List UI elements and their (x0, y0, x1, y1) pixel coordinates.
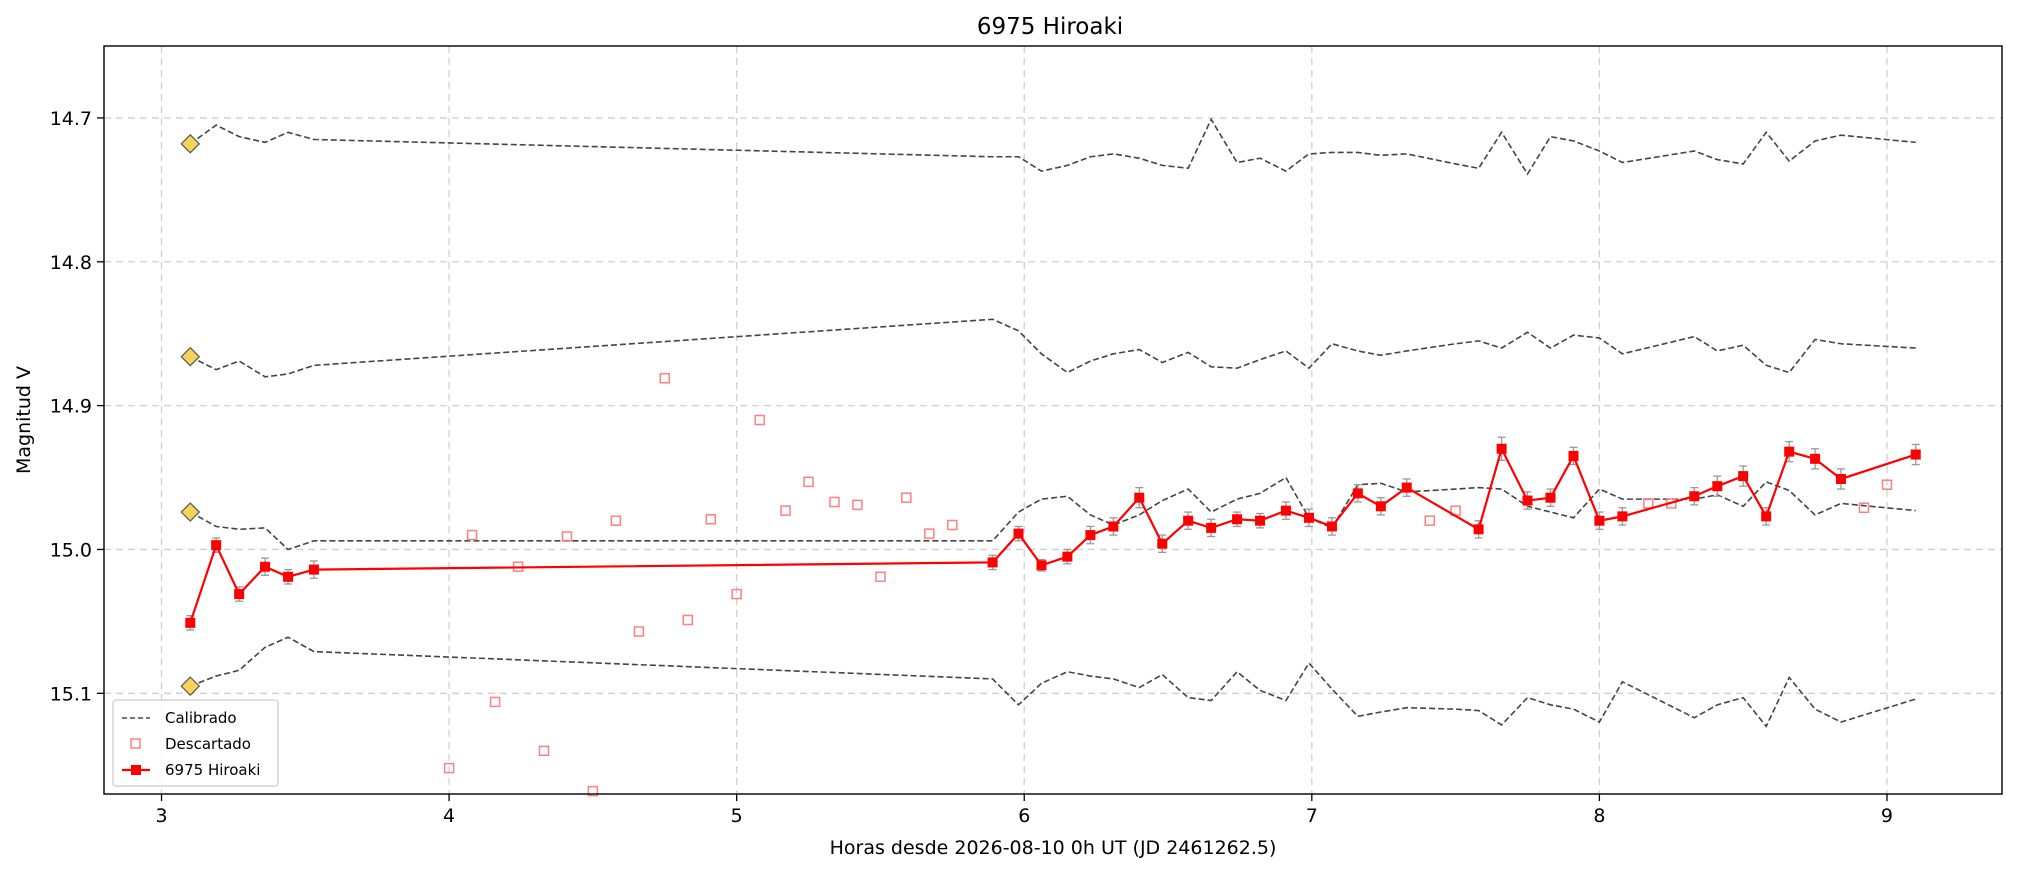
calibrado-diamond-marker (180, 676, 201, 696)
target-point (1326, 521, 1337, 532)
descartado-point (682, 614, 694, 626)
descartado-point (852, 499, 863, 511)
calibrado-line (189, 117, 1916, 176)
descartado-point (901, 492, 912, 503)
grid (104, 46, 2002, 794)
descartado-point (924, 528, 935, 539)
target-point (1401, 482, 1412, 493)
target-point (185, 617, 196, 628)
x-tick-label: 6 (1018, 805, 1030, 827)
descartado-point (947, 519, 958, 531)
target-point (1522, 495, 1533, 506)
target-point (1910, 449, 1921, 460)
chart-title: 6975 Hiroaki (977, 14, 1123, 40)
calibrado-diamond-marker (180, 346, 201, 367)
descartado-point (489, 696, 501, 708)
target-point (308, 564, 319, 575)
target-point (211, 540, 222, 551)
x-tick-label: 3 (155, 805, 167, 827)
legend-target-label: 6975 Hiroaki (165, 761, 260, 779)
descartado-point (466, 529, 478, 541)
calibrado-diamond-marker (180, 133, 201, 154)
y-tick-label: 14.7 (50, 108, 92, 130)
legend-box (112, 699, 279, 787)
plot-series (180, 117, 1921, 797)
descartado-point (705, 514, 717, 525)
plot-frame (103, 45, 2003, 795)
legend-descartado-label: Descartado (165, 735, 251, 753)
y-tick-label: 14.9 (50, 396, 92, 418)
target-point (1206, 522, 1217, 533)
target-point (1062, 551, 1073, 562)
target-point (1352, 488, 1363, 499)
calibrado-line (189, 318, 1916, 378)
x-tick-label: 5 (731, 805, 743, 827)
target-point (1232, 514, 1243, 525)
target-point (1255, 515, 1266, 526)
x-axis-label: Horas desde 2026-08-10 0h UT (JD 2461262… (830, 837, 1277, 859)
descartado-point (829, 496, 840, 508)
target-point (1712, 481, 1723, 492)
legend: Calibrado Descartado 6975 Hiroaki (112, 699, 279, 787)
descartado-point (1424, 515, 1435, 526)
descartado-point (443, 762, 455, 774)
target-point (1134, 492, 1145, 503)
x-tick-label: 8 (1593, 805, 1605, 827)
descartado-point (561, 531, 573, 542)
target-point (1594, 515, 1605, 526)
calibrado-diamond-marker (180, 502, 201, 522)
calibrado-line (189, 636, 1916, 728)
descartado-point (1858, 502, 1870, 513)
target-point (1303, 512, 1314, 523)
target-point (1280, 505, 1291, 516)
y-tick-label: 14.8 (50, 252, 92, 274)
y-axis-label: Magnitud V (13, 366, 35, 474)
descartado-point (875, 571, 886, 583)
target-point (1784, 446, 1795, 457)
target-point (1496, 443, 1507, 454)
legend-calibrado-label: Calibrado (165, 709, 237, 727)
target-point (1375, 501, 1386, 512)
target-point (1617, 511, 1628, 522)
descartado-point (610, 515, 622, 526)
descartado-point (633, 626, 645, 637)
x-tick-label: 7 (1306, 805, 1318, 827)
descartado-point (754, 414, 765, 426)
axis-ticks: 3 4 5 6 7 8 9 14.7 14.8 14.9 15.0 15.1 (50, 108, 1893, 827)
target-point (1810, 453, 1821, 464)
descartado-point (659, 373, 671, 384)
target-point (1761, 511, 1772, 522)
legend-descartado-marker (130, 738, 141, 749)
target-point (1738, 471, 1749, 482)
legend-target-marker (131, 765, 141, 775)
target-point (1013, 528, 1024, 539)
target-point (1835, 473, 1846, 484)
descartado-point (780, 505, 791, 516)
target-point (1036, 560, 1047, 571)
target-point (1183, 515, 1194, 526)
target-point (283, 571, 294, 582)
target-point (234, 589, 245, 600)
y-tick-label: 15.0 (50, 539, 92, 561)
target-point (1568, 450, 1579, 461)
descartado-point (587, 785, 599, 797)
descartado-point (538, 745, 550, 757)
x-tick-label: 9 (1881, 805, 1893, 827)
target-point (1157, 538, 1168, 549)
target-point (1108, 521, 1119, 532)
descartado-point (731, 588, 742, 600)
descartado-point (1643, 498, 1654, 509)
target-point (1473, 524, 1484, 535)
target-point (987, 557, 998, 568)
target-point (1085, 530, 1096, 541)
target-point (260, 561, 271, 572)
target-point (1545, 492, 1556, 503)
descartado-point (1881, 479, 1893, 490)
target-point (1689, 491, 1700, 502)
x-tick-label: 4 (443, 805, 455, 827)
descartado-point (803, 476, 814, 488)
y-tick-label: 15.1 (50, 683, 92, 705)
